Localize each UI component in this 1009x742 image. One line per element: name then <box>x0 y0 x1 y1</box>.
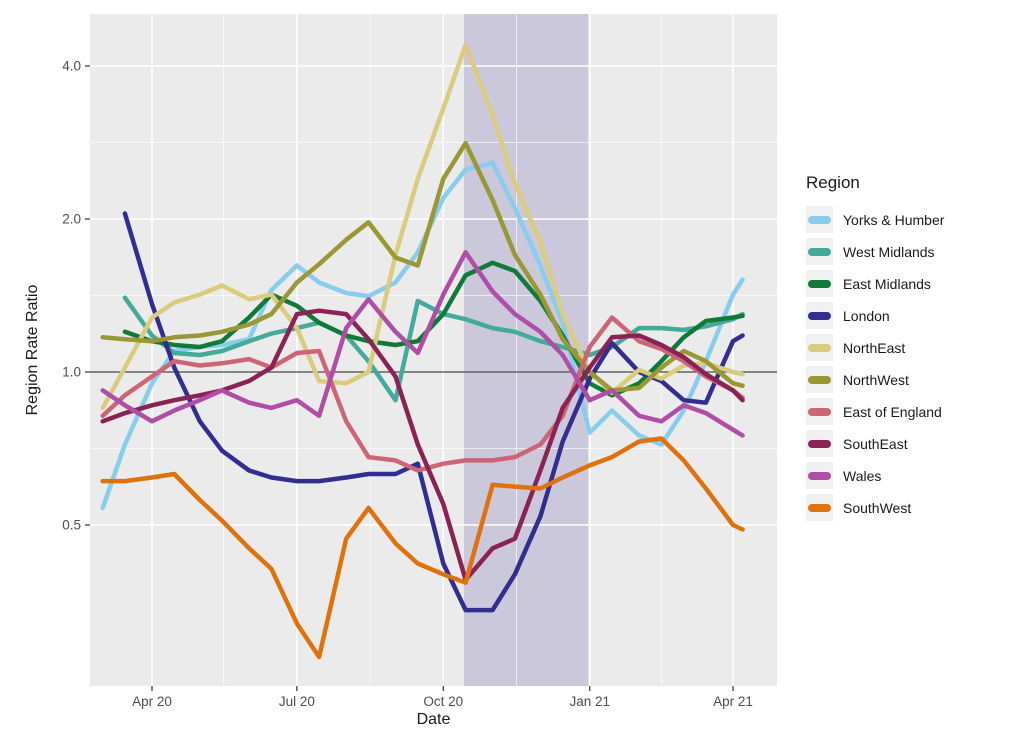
legend-item-label: East of England <box>843 403 942 420</box>
y-axis-title: Region Rate Ratio <box>24 284 41 416</box>
y-tick-label: 0.5 <box>62 518 81 533</box>
legend-item-wales: Wales <box>806 462 944 489</box>
legend-item-label: West Midlands <box>843 243 935 260</box>
series-line-southwest <box>100 436 745 660</box>
legend-key-box <box>806 334 833 361</box>
x-tick-label: Jul 20 <box>279 694 315 709</box>
legend-color-swatch <box>808 407 831 416</box>
legend-color-swatch <box>808 375 831 384</box>
y-tick-label: 1.0 <box>62 365 81 380</box>
x-tick-label: Jan 21 <box>569 694 610 709</box>
legend-item-label: SouthEast <box>843 435 908 452</box>
x-axis-title: Date <box>416 711 451 728</box>
legend-item-east-midlands: East Midlands <box>806 270 944 297</box>
y-tick-label: 2.0 <box>62 212 81 227</box>
series-line-wales <box>100 250 745 438</box>
legend-color-swatch <box>808 439 831 448</box>
legend-key-box <box>806 430 833 457</box>
legend-item-northeast: NorthEast <box>806 334 944 361</box>
legend-item-northwest: NorthWest <box>806 366 944 393</box>
legend-item-southeast: SouthEast <box>806 430 944 457</box>
x-tick-label: Apr 21 <box>713 694 753 709</box>
legend-color-swatch <box>808 279 831 288</box>
legend-item-label: Wales <box>843 467 882 484</box>
legend-key-box <box>806 494 833 521</box>
legend-color-swatch <box>808 247 831 256</box>
legend-items: Yorks & Humber West Midlands East Midlands… <box>806 206 944 521</box>
legend-color-swatch <box>808 503 831 512</box>
series-line-east-of-england <box>100 315 745 473</box>
legend-key-box <box>806 366 833 393</box>
legend-key-box <box>806 270 833 297</box>
legend-key-box <box>806 238 833 265</box>
series-line-northeast <box>100 42 745 411</box>
legend-item-london: London <box>806 302 944 329</box>
legend-color-swatch <box>808 343 831 352</box>
series-line-east-midlands <box>122 260 745 398</box>
x-tick-label: Apr 20 <box>132 694 172 709</box>
legend-item-west-midlands: West Midlands <box>806 238 944 265</box>
legend-item-label: Yorks & Humber <box>843 211 945 228</box>
x-tick-label: Oct 20 <box>423 694 463 709</box>
legend-item-east-of-england: East of England <box>806 398 944 425</box>
legend-color-swatch <box>808 471 831 480</box>
legend-key-box <box>806 302 833 329</box>
legend-key-box <box>806 462 833 489</box>
legend-key-box <box>806 398 833 425</box>
legend-title: Region <box>806 173 860 192</box>
legend-item-label: NorthWest <box>843 371 909 388</box>
y-tick-label: 4.0 <box>62 59 81 74</box>
legend-item-yorks-humber: Yorks & Humber <box>806 206 944 233</box>
legend: Region Yorks & Humber West Midlands East M… <box>806 173 944 526</box>
legend-color-swatch <box>808 215 831 224</box>
legend-item-label: East Midlands <box>843 275 931 292</box>
legend-item-label: London <box>843 307 890 324</box>
legend-color-swatch <box>808 311 831 320</box>
legend-item-label: SouthWest <box>843 499 912 516</box>
legend-item-label: NorthEast <box>843 339 906 356</box>
legend-key-box <box>806 206 833 233</box>
series-line-northwest <box>100 140 745 393</box>
legend-item-southwest: SouthWest <box>806 494 944 521</box>
